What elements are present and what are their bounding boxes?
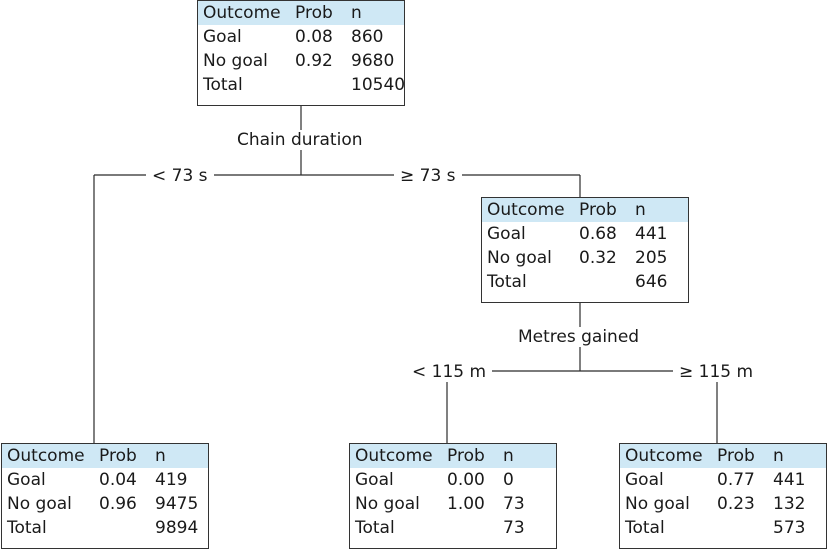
node-table: Outcome Prob n Goal 0.00 0 No goal 1.00 … bbox=[350, 444, 556, 540]
cell-n: 419 bbox=[155, 470, 188, 490]
cell-n: 573 bbox=[773, 518, 806, 538]
table-row: No goal 0.23 132 bbox=[620, 492, 826, 516]
cell-outcome: Goal bbox=[625, 470, 664, 490]
table-header-row: Outcome Prob n bbox=[350, 444, 556, 468]
header-prob: Prob bbox=[712, 444, 768, 468]
table-row: Goal 0.08 860 bbox=[198, 25, 404, 49]
table-row: Total 73 bbox=[350, 516, 556, 540]
header-n: n bbox=[498, 444, 556, 468]
table-row: Goal 0.68 441 bbox=[482, 222, 688, 246]
cell-prob: 0.96 bbox=[99, 494, 137, 514]
cell-prob bbox=[94, 516, 150, 540]
split-branch-metres-left: < 115 m bbox=[406, 362, 493, 382]
node-root: Outcome Prob n Goal 0.08 860 No goal 0.9… bbox=[197, 0, 405, 106]
table-row: Total 573 bbox=[620, 516, 826, 540]
table-row: No goal 1.00 73 bbox=[350, 492, 556, 516]
cell-n: 73 bbox=[503, 494, 525, 514]
cell-outcome: Total bbox=[487, 272, 527, 292]
cell-prob bbox=[290, 73, 346, 97]
header-n: n bbox=[630, 198, 688, 222]
table-row: Goal 0.04 419 bbox=[2, 468, 208, 492]
table-row: Goal 0.77 441 bbox=[620, 468, 826, 492]
cell-prob: 0.08 bbox=[295, 27, 333, 47]
header-prob: Prob bbox=[290, 1, 346, 25]
cell-n: 860 bbox=[351, 27, 384, 47]
table-row: Total 646 bbox=[482, 270, 688, 294]
node-metres-long: Outcome Prob n Goal 0.77 441 No goal 0.2… bbox=[619, 443, 827, 549]
cell-outcome: Total bbox=[625, 518, 665, 538]
cell-prob bbox=[712, 516, 768, 540]
header-prob: Prob bbox=[442, 444, 498, 468]
cell-prob bbox=[442, 516, 498, 540]
cell-prob bbox=[574, 270, 630, 294]
node-chain-short: Outcome Prob n Goal 0.04 419 No goal 0.9… bbox=[1, 443, 209, 549]
cell-n: 9475 bbox=[155, 494, 199, 514]
table-row: No goal 0.96 9475 bbox=[2, 492, 208, 516]
cell-outcome: Total bbox=[7, 518, 47, 538]
header-outcome: Outcome bbox=[620, 444, 712, 468]
header-n: n bbox=[346, 1, 404, 25]
cell-outcome: No goal bbox=[625, 494, 690, 514]
cell-prob: 0.32 bbox=[579, 248, 617, 268]
cell-prob: 0.23 bbox=[717, 494, 755, 514]
node-table: Outcome Prob n Goal 0.68 441 No goal 0.3… bbox=[482, 198, 688, 294]
cell-outcome: Goal bbox=[487, 224, 526, 244]
node-table: Outcome Prob n Goal 0.04 419 No goal 0.9… bbox=[2, 444, 208, 540]
node-table: Outcome Prob n Goal 0.08 860 No goal 0.9… bbox=[198, 1, 406, 97]
cell-outcome: No goal bbox=[203, 51, 268, 71]
cell-outcome: No goal bbox=[487, 248, 552, 268]
cell-prob: 1.00 bbox=[447, 494, 485, 514]
table-row: Total 10540 bbox=[198, 73, 406, 97]
table-row: No goal 0.32 205 bbox=[482, 246, 688, 270]
cell-outcome: Goal bbox=[203, 27, 242, 47]
cell-outcome: No goal bbox=[355, 494, 420, 514]
table-header-row: Outcome Prob n bbox=[2, 444, 208, 468]
table-header-row: Outcome Prob n bbox=[198, 1, 404, 25]
header-outcome: Outcome bbox=[482, 198, 574, 222]
cell-outcome: Total bbox=[203, 75, 243, 95]
cell-n: 9894 bbox=[155, 518, 199, 538]
split-variable-chain-duration: Chain duration bbox=[231, 130, 369, 150]
table-header-row: Outcome Prob n bbox=[482, 198, 688, 222]
cell-outcome: Goal bbox=[7, 470, 46, 490]
cell-n: 132 bbox=[773, 494, 806, 514]
cell-n: 0 bbox=[503, 470, 514, 490]
cell-n: 205 bbox=[635, 248, 668, 268]
cell-prob: 0.04 bbox=[99, 470, 137, 490]
header-n: n bbox=[768, 444, 826, 468]
cell-prob: 0.00 bbox=[447, 470, 485, 490]
table-row: Goal 0.00 0 bbox=[350, 468, 556, 492]
cell-prob: 0.68 bbox=[579, 224, 617, 244]
cell-prob: 0.92 bbox=[295, 51, 333, 71]
split-branch-metres-right: ≥ 115 m bbox=[673, 362, 760, 382]
split-variable-metres-gained: Metres gained bbox=[512, 327, 646, 347]
cell-n: 73 bbox=[503, 518, 525, 538]
table-row: No goal 0.92 9680 bbox=[198, 49, 404, 73]
cell-n: 646 bbox=[635, 272, 668, 292]
node-chain-long: Outcome Prob n Goal 0.68 441 No goal 0.3… bbox=[481, 197, 689, 303]
cell-n: 10540 bbox=[351, 75, 406, 95]
cell-outcome: Goal bbox=[355, 470, 394, 490]
header-n: n bbox=[150, 444, 208, 468]
split-branch-chain-left: < 73 s bbox=[146, 166, 214, 186]
header-outcome: Outcome bbox=[198, 1, 290, 25]
cell-n: 9680 bbox=[351, 51, 395, 71]
node-table: Outcome Prob n Goal 0.77 441 No goal 0.2… bbox=[620, 444, 826, 540]
header-outcome: Outcome bbox=[350, 444, 442, 468]
cell-outcome: No goal bbox=[7, 494, 72, 514]
table-header-row: Outcome Prob n bbox=[620, 444, 826, 468]
cell-outcome: Total bbox=[355, 518, 395, 538]
cell-prob: 0.77 bbox=[717, 470, 755, 490]
cell-n: 441 bbox=[773, 470, 806, 490]
table-row: Total 9894 bbox=[2, 516, 208, 540]
header-prob: Prob bbox=[94, 444, 150, 468]
header-prob: Prob bbox=[574, 198, 630, 222]
split-branch-chain-right: ≥ 73 s bbox=[394, 166, 462, 186]
header-outcome: Outcome bbox=[2, 444, 94, 468]
cell-n: 441 bbox=[635, 224, 668, 244]
node-metres-short: Outcome Prob n Goal 0.00 0 No goal 1.00 … bbox=[349, 443, 557, 549]
